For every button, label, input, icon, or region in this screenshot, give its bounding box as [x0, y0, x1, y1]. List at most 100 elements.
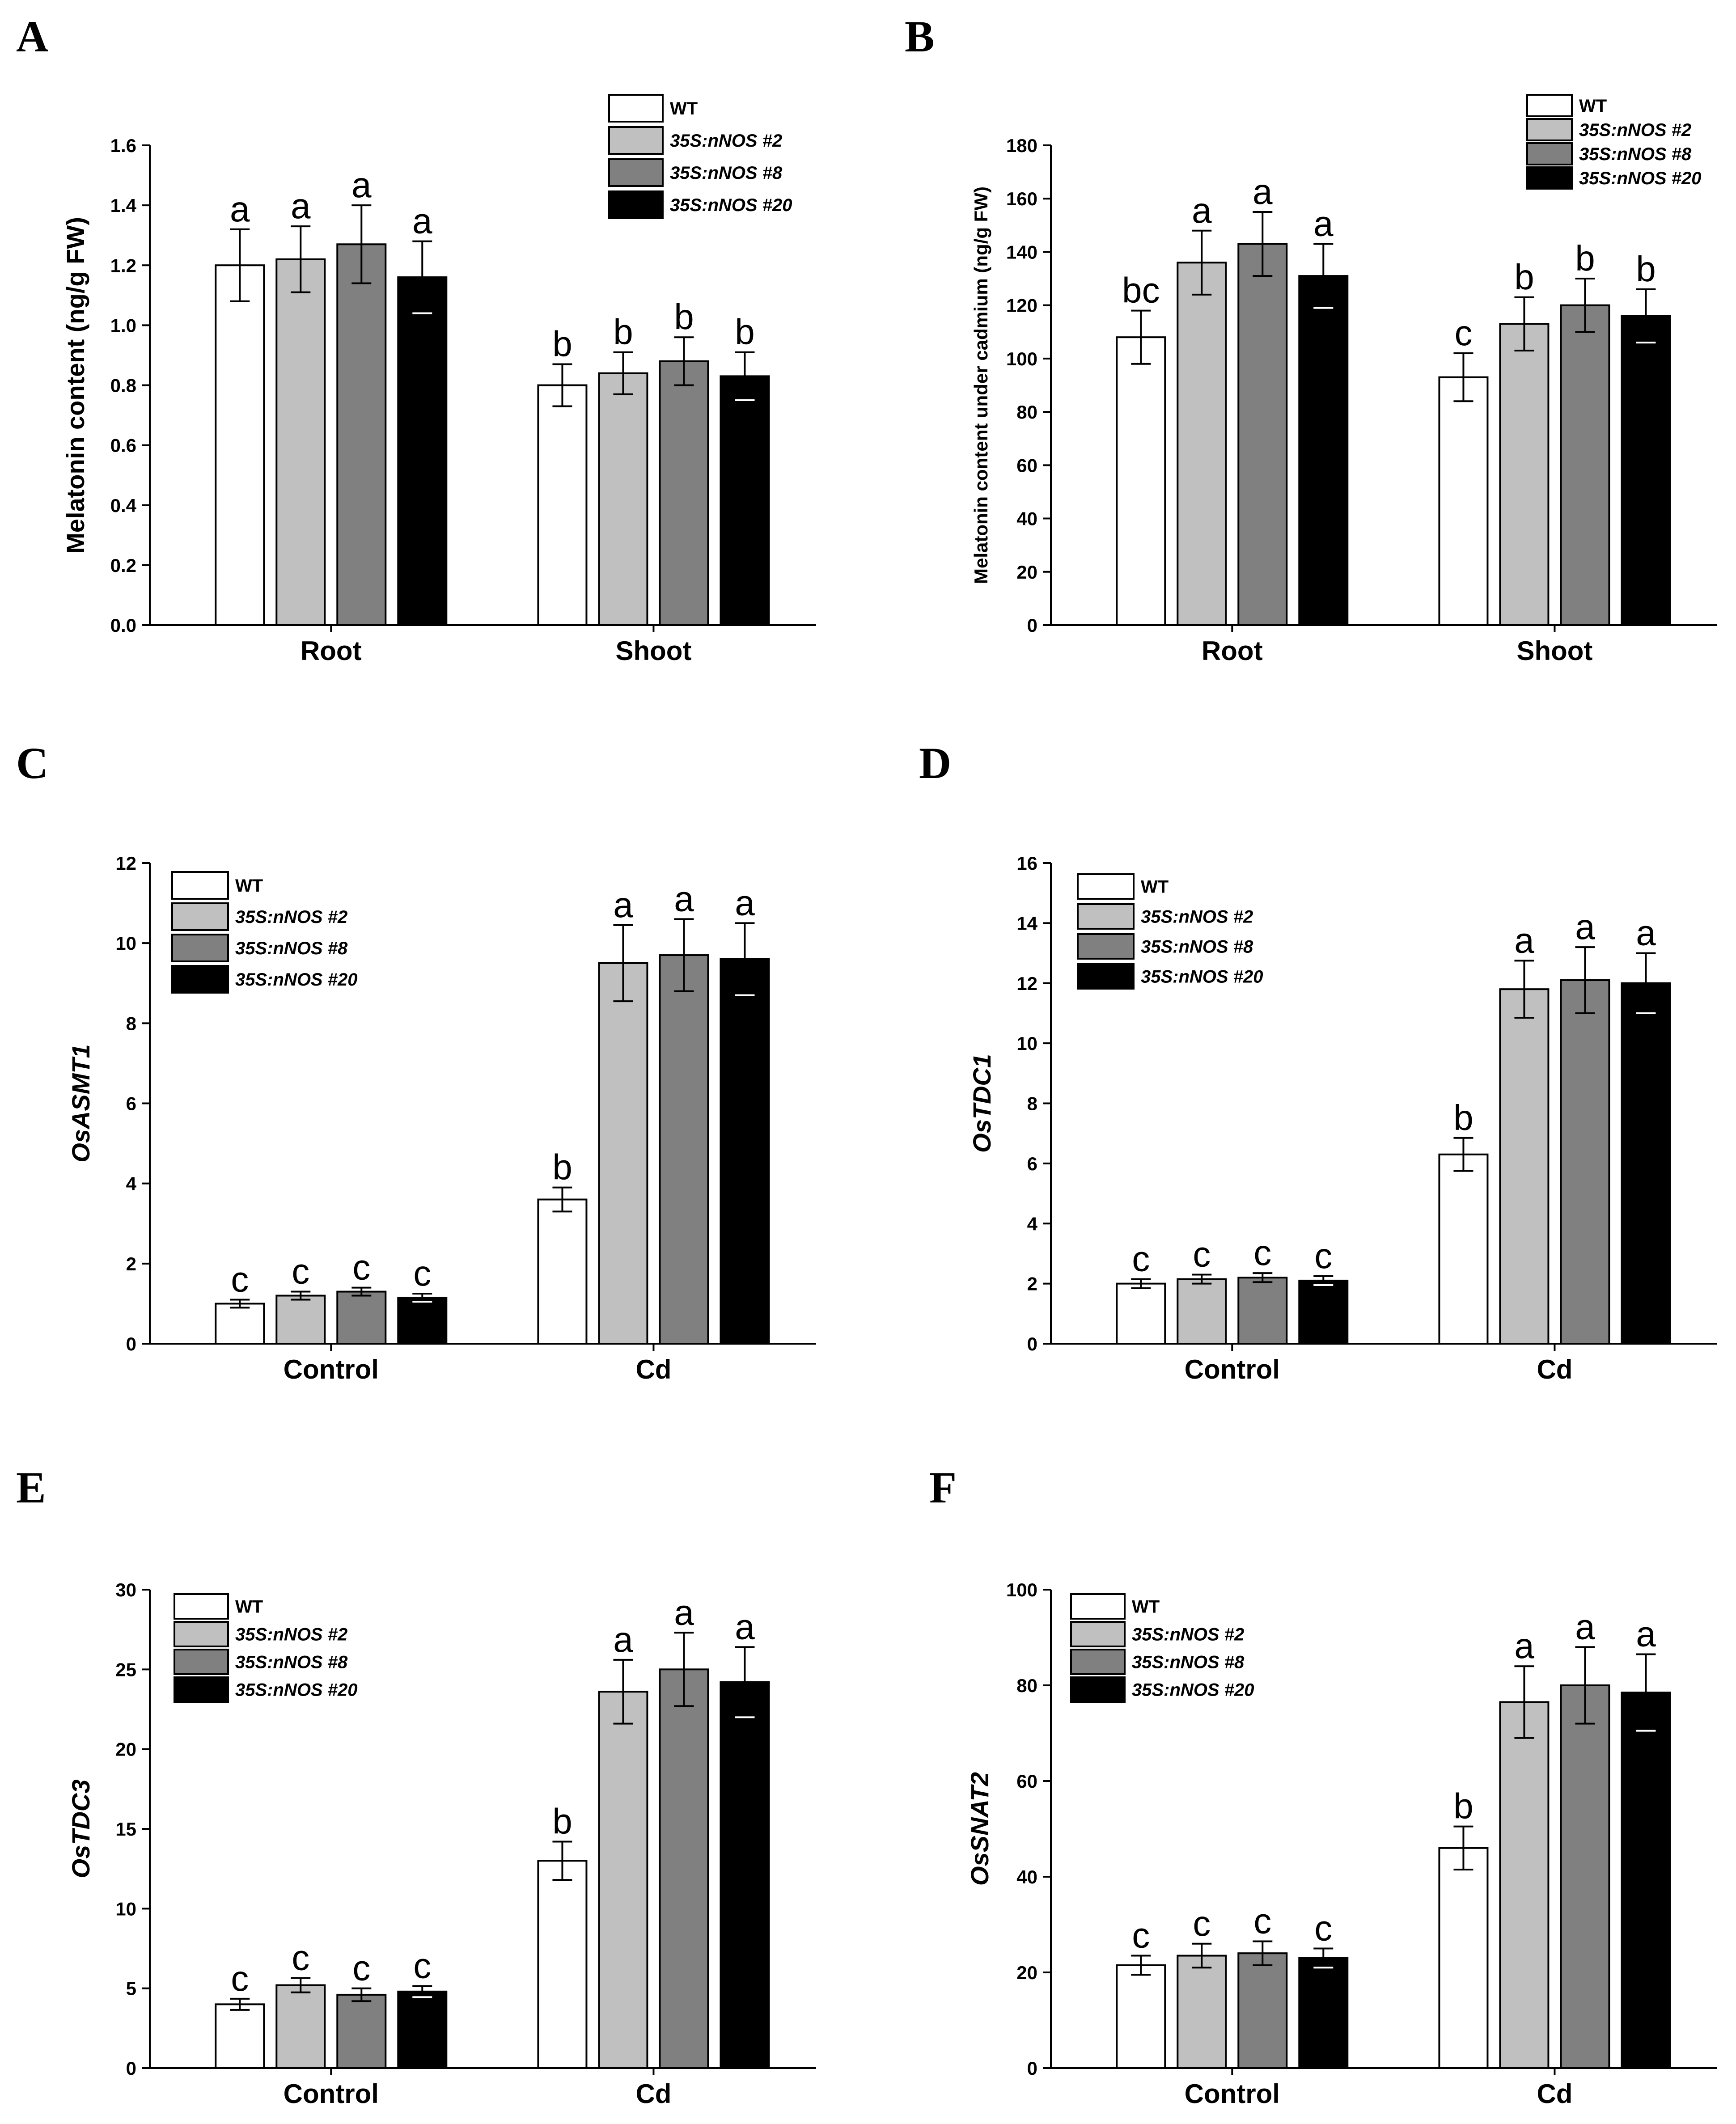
legend-swatch: [1526, 118, 1573, 141]
panel-e: E 0 5 10 15 20 25 30 OsTDC3 Control c c c c Cd b a a a WT 35…: [16, 1463, 816, 2109]
legend-label: 35S:nNOS #20: [235, 1680, 357, 1700]
panel-letter: B: [905, 12, 935, 61]
bar-35s-nnos-2-root: [1177, 262, 1227, 626]
significance-letter: c: [352, 1248, 370, 1287]
significance-letter: a: [1636, 913, 1656, 953]
legend-label: WT: [670, 99, 698, 118]
legend-label: 35S:nNOS #20: [1132, 1680, 1254, 1700]
y-tick-label: 0: [126, 2058, 136, 2079]
y-tick-label: 140: [1006, 241, 1037, 262]
panel-letter: E: [16, 1463, 46, 1512]
significance-letter: c: [292, 1938, 309, 1977]
significance-letter: a: [613, 1620, 633, 1659]
legend-swatch: [171, 871, 229, 900]
legend-swatch: [1526, 166, 1573, 190]
legend-swatch: [1070, 1621, 1126, 1647]
significance-letter: c: [1193, 1904, 1211, 1943]
bar-35s-nnos-2-control: [275, 1295, 326, 1345]
legend-label: WT: [1132, 1597, 1160, 1617]
y-tick-label: 0.8: [110, 375, 136, 396]
bar-wt-shoot: [1438, 376, 1489, 626]
bar-35s-nnos-8-control: [336, 1290, 387, 1345]
bar-35s-nnos-2-cd: [1499, 988, 1550, 1345]
bar-35s-nnos-8-root: [1237, 243, 1288, 626]
y-tick-label: 60: [1016, 1771, 1037, 1792]
y-tick-label: 100: [1006, 348, 1037, 369]
bar-35s-nnos-20-root: [1298, 275, 1349, 626]
bar-35s-nnos-8-cd: [1560, 979, 1610, 1345]
y-tick-label: 40: [1016, 1866, 1037, 1887]
y-tick-label: 12: [115, 853, 136, 874]
legend-label: 35S:nNOS #8: [1141, 937, 1253, 957]
significance-letter: a: [1313, 204, 1334, 244]
legend-label: WT: [235, 1597, 263, 1617]
legend-swatch: [1070, 1676, 1126, 1703]
legend-label: 35S:nNOS #8: [1579, 144, 1692, 164]
legend-swatch: [1077, 903, 1135, 930]
legend-label: 35S:nNOS #2: [235, 907, 347, 927]
bar-35s-nnos-8-root: [336, 243, 387, 626]
y-tick-label: 6: [126, 1093, 136, 1114]
y-tick-label: 60: [1016, 455, 1037, 476]
y-tick-label: 0: [126, 1333, 136, 1354]
significance-letter: c: [1132, 1916, 1150, 1955]
y-tick-label: 1.6: [110, 135, 136, 156]
y-tick-label: 10: [115, 1898, 136, 1919]
y-tick-label: 10: [1016, 1033, 1037, 1054]
significance-letter: a: [613, 885, 633, 925]
significance-letter: b: [735, 312, 755, 352]
legend-swatch: [174, 1649, 229, 1675]
x-category-label: Cd: [1537, 1354, 1572, 1384]
significance-letter: c: [1314, 1908, 1332, 1948]
x-category-label: Root: [301, 636, 362, 666]
panel-f: F 0 20 40 60 80 100 OsSNAT2 Control c c c c Cd b a a a WT 3…: [929, 1463, 1717, 2109]
significance-letter: b: [613, 312, 633, 352]
bar-35s-nnos-20-cd: [720, 958, 770, 1345]
y-tick-label: 30: [115, 1579, 136, 1600]
y-tick-label: 0: [1027, 615, 1037, 636]
significance-letter: a: [412, 201, 432, 241]
significance-letter: b: [1453, 1098, 1473, 1138]
legend-label: 35S:nNOS #8: [670, 163, 783, 183]
legend: WT 35S:nNOS #2 35S:nNOS #8 35S:nNOS #20: [1526, 94, 1701, 190]
y-axis-title: Melatonin content under cadmium (ng/g FW…: [970, 186, 991, 584]
y-tick-label: 0.2: [110, 555, 136, 576]
significance-letter: c: [413, 1946, 431, 1985]
y-tick-label: 10: [115, 933, 136, 954]
y-tick-label: 4: [126, 1173, 137, 1194]
y-tick-label: 25: [115, 1659, 136, 1680]
bar-35s-nnos-20-control: [397, 1296, 448, 1345]
bar-wt-root: [215, 264, 265, 626]
bar-35s-nnos-2-control: [275, 1984, 326, 2069]
legend-swatch: [1077, 933, 1135, 960]
legend-label: 35S:nNOS #8: [235, 939, 348, 958]
significance-letter: a: [1253, 172, 1273, 212]
legend-swatch: [1077, 873, 1135, 900]
bar-35s-nnos-20-shoot: [1621, 315, 1671, 626]
significance-letter: a: [351, 165, 372, 205]
legend: WT 35S:nNOS #2 35S:nNOS #8 35S:nNOS #20: [608, 94, 792, 219]
significance-letter: b: [552, 1147, 572, 1187]
significance-letter: b: [1575, 238, 1595, 278]
significance-letter: a: [1192, 190, 1212, 230]
bar-35s-nnos-8-shoot: [659, 360, 709, 626]
legend-label: WT: [235, 876, 263, 896]
bar-wt-control: [215, 1303, 265, 1345]
y-axis-title: OsTDC3: [67, 1780, 95, 1879]
y-tick-label: 100: [1006, 1579, 1037, 1600]
bar-35s-nnos-20-control: [1298, 1279, 1349, 1345]
legend-label: 35S:nNOS #2: [1141, 907, 1253, 927]
y-tick-label: 12: [1016, 973, 1037, 994]
significance-letter: c: [292, 1252, 309, 1291]
panel-c: C 0 2 4 6 8 10 12 OsASMT1 Control c c c c Cd b a a a WT 35S:…: [16, 738, 816, 1384]
bar-35s-nnos-2-cd: [1499, 1701, 1550, 2069]
significance-letter: c: [352, 1948, 370, 1988]
y-tick-label: 0.4: [110, 495, 137, 516]
y-tick-label: 1.4: [110, 195, 137, 216]
legend-swatch: [1070, 1593, 1126, 1620]
significance-letter: c: [1193, 1234, 1211, 1274]
x-category-label: Root: [1202, 636, 1263, 666]
x-category-label: Control: [284, 2079, 379, 2109]
bar-35s-nnos-8-control: [336, 1993, 387, 2069]
y-tick-label: 180: [1006, 135, 1037, 156]
